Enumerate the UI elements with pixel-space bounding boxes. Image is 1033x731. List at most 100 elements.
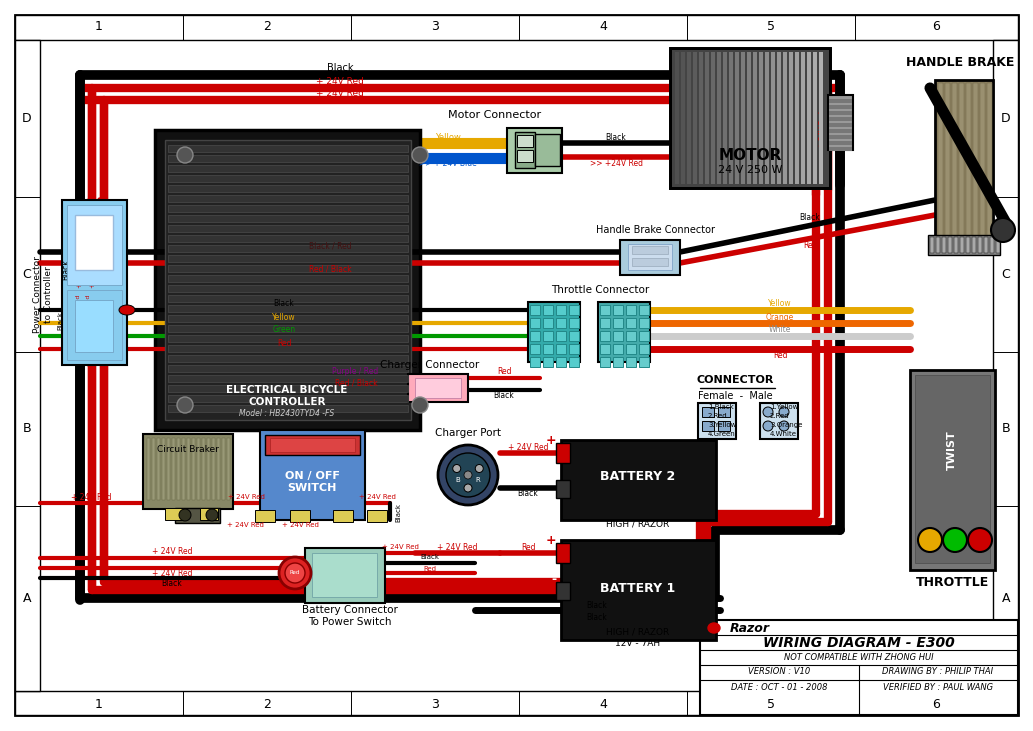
Text: 5: 5 xyxy=(766,20,775,34)
Bar xyxy=(813,52,817,184)
Bar xyxy=(910,370,995,570)
Bar xyxy=(408,374,468,402)
Bar xyxy=(626,344,636,354)
Bar xyxy=(543,344,553,354)
Bar xyxy=(177,438,180,500)
Bar xyxy=(600,331,611,341)
Text: +: + xyxy=(545,534,556,548)
Text: Battery Connector: Battery Connector xyxy=(302,605,398,615)
Bar xyxy=(954,237,958,253)
Text: + 24V Red: + 24V Red xyxy=(77,251,83,289)
Bar xyxy=(75,215,113,270)
Bar xyxy=(626,357,636,367)
Text: MOTOR: MOTOR xyxy=(718,148,782,162)
Ellipse shape xyxy=(285,563,305,583)
Bar xyxy=(702,407,714,417)
Bar xyxy=(515,132,535,168)
Bar xyxy=(530,331,540,341)
Text: 6: 6 xyxy=(933,697,940,711)
Text: Razor: Razor xyxy=(730,621,770,635)
Bar xyxy=(415,378,461,398)
Bar xyxy=(984,237,988,253)
Bar xyxy=(165,508,183,520)
Ellipse shape xyxy=(475,464,483,472)
Bar xyxy=(699,52,703,184)
Text: Yellow: Yellow xyxy=(769,300,792,308)
Text: + 24V Red: + 24V Red xyxy=(152,548,192,556)
Bar xyxy=(569,331,580,341)
Bar xyxy=(990,237,994,253)
Bar xyxy=(556,318,566,328)
Text: + 24V Red: + 24V Red xyxy=(90,251,96,289)
Text: THROTTLE: THROTTLE xyxy=(915,577,989,589)
Text: +24V Red: +24V Red xyxy=(86,295,91,326)
Text: 3.Orange: 3.Orange xyxy=(770,422,803,428)
Text: Black: Black xyxy=(494,392,514,401)
Bar xyxy=(255,510,275,522)
Text: + 24V Red: + 24V Red xyxy=(152,569,192,578)
Text: + 24V Red: + 24V Red xyxy=(833,112,839,148)
Bar xyxy=(639,331,649,341)
Text: +: + xyxy=(545,434,556,447)
Bar xyxy=(543,305,553,315)
Bar xyxy=(978,237,982,253)
Bar xyxy=(528,302,580,362)
Text: Black: Black xyxy=(161,580,183,588)
Text: SWITCH: SWITCH xyxy=(287,483,337,493)
Bar xyxy=(639,357,649,367)
Ellipse shape xyxy=(179,509,191,521)
Bar xyxy=(687,52,691,184)
Bar xyxy=(155,130,420,430)
Text: 3: 3 xyxy=(431,697,439,711)
Text: Red / Black: Red / Black xyxy=(309,265,351,273)
Bar xyxy=(168,145,408,152)
Text: Purple / Red: Purple / Red xyxy=(332,366,378,376)
Bar xyxy=(227,438,230,500)
Text: Black: Black xyxy=(605,132,626,142)
Bar xyxy=(801,52,805,184)
Bar xyxy=(807,52,811,184)
Bar xyxy=(168,165,408,172)
Bar xyxy=(260,430,365,520)
Bar xyxy=(15,40,40,691)
Bar xyxy=(187,438,190,500)
Bar xyxy=(270,438,355,452)
Text: + 24V Red: + 24V Red xyxy=(70,493,112,501)
Text: -: - xyxy=(551,574,556,586)
Text: HANDLE BRAKE: HANDLE BRAKE xyxy=(906,56,1014,69)
Bar xyxy=(556,443,570,463)
Bar xyxy=(718,421,730,431)
Text: To Power Switch: To Power Switch xyxy=(308,617,392,627)
Text: 1.Yellow: 1.Yellow xyxy=(770,404,799,410)
Bar xyxy=(930,237,934,253)
Ellipse shape xyxy=(119,305,135,315)
Bar xyxy=(15,691,1018,715)
Bar xyxy=(729,52,733,184)
Bar xyxy=(192,438,195,500)
Text: Red: Red xyxy=(773,350,787,360)
Bar xyxy=(928,235,1000,255)
Text: Red: Red xyxy=(803,241,817,251)
Text: Black: Black xyxy=(800,213,820,222)
Text: Black: Black xyxy=(587,602,607,610)
Text: A: A xyxy=(23,592,31,605)
Text: Yellow: Yellow xyxy=(435,132,461,142)
Text: 2.Red: 2.Red xyxy=(770,413,789,419)
Text: Orange: Orange xyxy=(765,312,794,322)
Bar xyxy=(147,438,150,500)
Text: 2.Red: 2.Red xyxy=(708,413,727,419)
Text: VERSION : V10: VERSION : V10 xyxy=(748,667,810,676)
Bar xyxy=(789,52,793,184)
Bar xyxy=(711,52,715,184)
Text: Circuit Braker: Circuit Braker xyxy=(157,445,219,455)
Ellipse shape xyxy=(412,397,428,413)
Text: + 24V Red: + 24V Red xyxy=(819,112,825,148)
Bar xyxy=(960,237,964,253)
Bar xyxy=(613,318,623,328)
Bar xyxy=(168,375,408,382)
Text: Black: Black xyxy=(518,490,538,499)
Bar xyxy=(168,155,408,162)
Bar xyxy=(632,258,668,266)
Text: Yellow: Yellow xyxy=(272,312,295,322)
Text: D: D xyxy=(22,112,32,125)
